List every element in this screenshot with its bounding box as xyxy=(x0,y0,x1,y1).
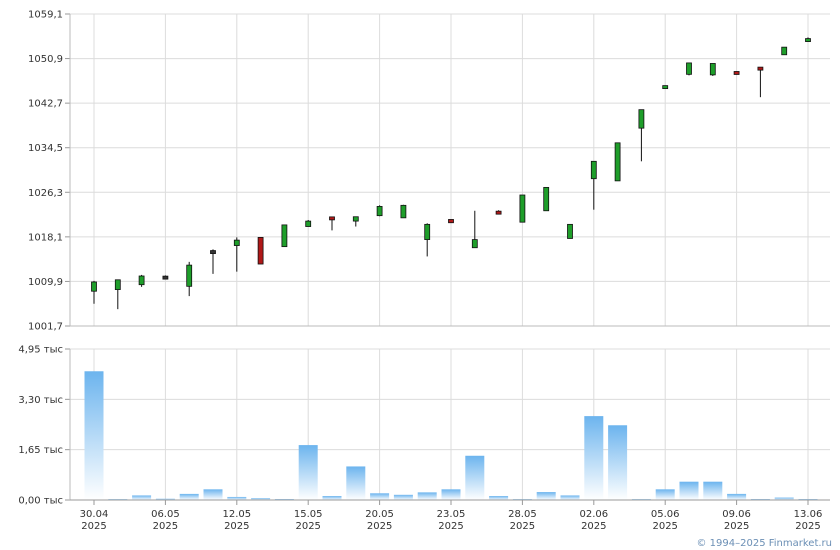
x-tick-date-label: 13.06 xyxy=(794,509,823,520)
candle-body xyxy=(329,216,335,221)
volume-bar xyxy=(441,489,461,500)
volume-bar xyxy=(84,371,104,500)
x-tick-year-label: 2025 xyxy=(224,521,249,532)
volume-tick-label: 1,65 тыс xyxy=(18,445,63,456)
x-tick-date-label: 15.05 xyxy=(294,509,323,520)
volume-bar xyxy=(417,492,437,500)
candle-body xyxy=(162,275,169,280)
x-tick-date-label: 06.05 xyxy=(151,509,180,520)
x-tick-year-label: 2025 xyxy=(295,521,320,532)
price-tick-label: 1009,9 xyxy=(28,277,63,288)
volume-bar xyxy=(703,481,723,500)
x-tick-date-label: 05.06 xyxy=(651,509,680,520)
volume-bar xyxy=(608,425,628,500)
x-tick-year-label: 2025 xyxy=(367,521,392,532)
x-tick-year-label: 2025 xyxy=(438,521,463,532)
volume-bar xyxy=(322,496,342,500)
candle-body xyxy=(686,62,692,75)
price-tick-label: 1018,1 xyxy=(28,232,63,243)
candle-body xyxy=(709,63,716,76)
candle-body xyxy=(400,204,407,219)
candle-body xyxy=(638,109,645,129)
volume-bar xyxy=(393,494,413,500)
volume-bar xyxy=(489,496,509,500)
volume-bar xyxy=(536,492,556,500)
candle-body xyxy=(281,224,288,248)
x-tick-date-label: 23.05 xyxy=(437,509,466,520)
candle-body xyxy=(91,281,97,292)
candle-body xyxy=(781,46,788,56)
volume-bar xyxy=(727,493,747,500)
candle-body xyxy=(114,279,121,290)
x-tick-year-label: 2025 xyxy=(795,521,820,532)
candle-body xyxy=(257,237,264,265)
volume-tick-label: 3,30 тыс xyxy=(18,395,63,406)
candle-body xyxy=(495,210,502,215)
x-tick-date-label: 02.06 xyxy=(579,509,608,520)
candle-body xyxy=(186,264,193,287)
volume-tick-label: 4,95 тыс xyxy=(18,345,63,356)
x-tick-year-label: 2025 xyxy=(724,521,749,532)
volume-bar xyxy=(679,481,699,500)
volume-bar xyxy=(370,493,390,500)
candle-body xyxy=(210,250,216,254)
candle-body xyxy=(352,216,359,222)
volume-bar xyxy=(298,445,318,500)
candle-body xyxy=(543,186,550,212)
x-tick-date-label: 30.04 xyxy=(80,509,109,520)
candle-body xyxy=(376,206,383,217)
volume-bar xyxy=(179,493,199,500)
candle-body xyxy=(733,71,740,75)
copyright-credit: © 1994–2025 Finmarket.ru xyxy=(696,538,832,549)
volume-bar xyxy=(465,455,485,500)
x-tick-year-label: 2025 xyxy=(581,521,606,532)
price-tick-label: 1059,1 xyxy=(28,10,63,21)
x-tick-date-label: 09.06 xyxy=(722,509,751,520)
candle-body xyxy=(757,66,764,71)
x-tick-year-label: 2025 xyxy=(510,521,535,532)
price-tick-label: 1026,3 xyxy=(28,188,63,199)
candle-body xyxy=(424,223,431,240)
candle-body xyxy=(305,220,312,227)
volume-tick-label: 0,00 тыс xyxy=(18,496,63,507)
volume-bar xyxy=(346,466,366,500)
volume-bar xyxy=(227,496,247,500)
price-panel: 1001,7 1009,9 1018,1 1026,3 1034,5 1042,7 1050… xyxy=(28,10,830,333)
price-tick-label: 1034,5 xyxy=(28,143,63,154)
price-tick-label: 1042,7 xyxy=(28,99,63,110)
volume-bar xyxy=(584,416,604,500)
price-tick-label: 1050,9 xyxy=(28,54,63,65)
volume-bar xyxy=(203,489,223,500)
candle-body xyxy=(590,160,597,180)
volume-bar xyxy=(155,498,175,500)
candle-body xyxy=(519,194,526,223)
volume-bar xyxy=(655,489,675,500)
x-tick-date-label: 12.05 xyxy=(222,509,251,520)
x-tick-year-label: 2025 xyxy=(153,521,178,532)
volume-bar xyxy=(251,498,271,500)
candle-body xyxy=(662,85,669,90)
candle-body xyxy=(471,239,478,249)
candle-body xyxy=(805,38,811,42)
x-tick-year-label: 2025 xyxy=(81,521,106,532)
candle-body xyxy=(567,223,573,239)
candle-body xyxy=(614,142,621,182)
x-tick-year-label: 2025 xyxy=(652,521,677,532)
volume-bar xyxy=(774,497,794,500)
volume-bar xyxy=(560,495,580,500)
volume-bar xyxy=(132,495,152,500)
candle-body xyxy=(448,219,454,224)
candle-body xyxy=(233,239,240,246)
x-tick-date-label: 28.05 xyxy=(508,509,537,520)
candle-body xyxy=(138,275,145,286)
x-tick-date-label: 20.05 xyxy=(365,509,394,520)
price-tick-label: 1001,7 xyxy=(28,322,63,333)
